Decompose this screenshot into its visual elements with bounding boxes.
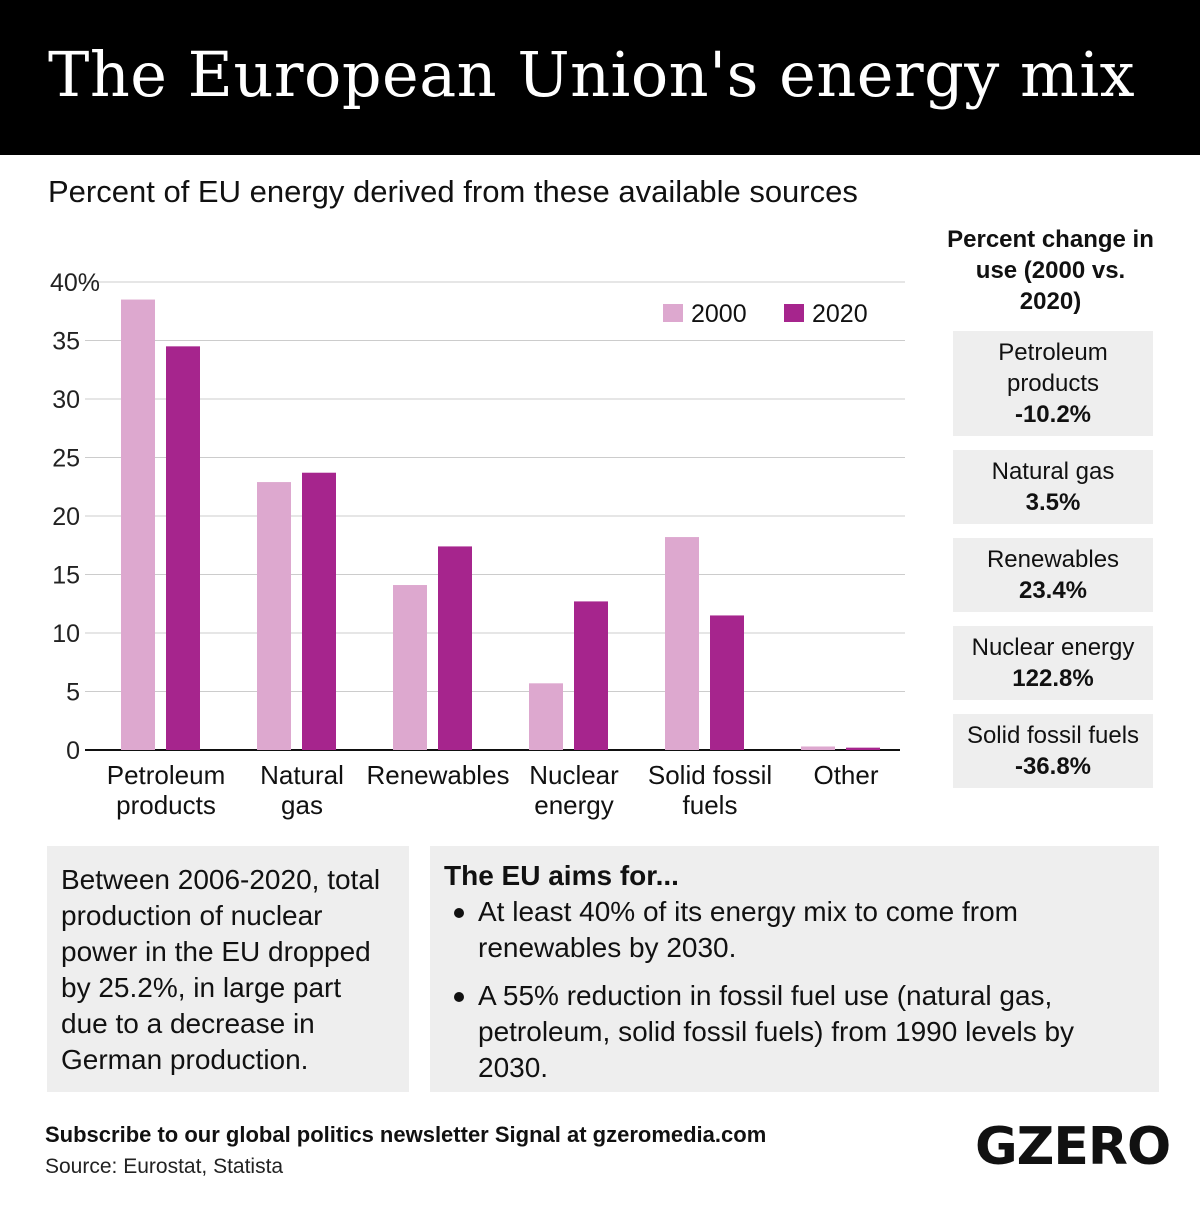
x-tick-label: Nuclear bbox=[529, 760, 619, 790]
x-tick-label: Petroleum bbox=[107, 760, 226, 790]
x-tick-label: gas bbox=[281, 790, 323, 820]
gzero-logo: GZERO bbox=[975, 1117, 1171, 1177]
legend-label: 2020 bbox=[812, 300, 868, 328]
page-title: The European Union's energy mix bbox=[48, 38, 1136, 111]
nuclear-note: Between 2006-2020, total production of n… bbox=[47, 846, 409, 1092]
bar-2000 bbox=[121, 299, 155, 750]
change-card-petroleum: Petroleum products -10.2% bbox=[953, 331, 1153, 436]
y-tick-label: 15 bbox=[52, 562, 80, 590]
source-text: Source: Eurostat, Statista bbox=[45, 1155, 284, 1178]
x-tick-label: fuels bbox=[683, 790, 738, 820]
aims-item: At least 40% of its energy mix to come f… bbox=[444, 894, 1145, 966]
y-tick-label: 30 bbox=[52, 386, 80, 414]
y-tick-label: 35 bbox=[52, 328, 80, 356]
legend-label: 2000 bbox=[691, 300, 747, 328]
y-tick-label: 25 bbox=[52, 445, 80, 473]
x-tick-label: Solid fossil bbox=[648, 760, 772, 790]
x-tick-label: Natural bbox=[260, 760, 344, 790]
x-tick-label: products bbox=[116, 790, 216, 820]
legend-swatch-2020 bbox=[784, 304, 804, 322]
y-tick-label: 5 bbox=[66, 679, 80, 707]
legend-swatch-2000 bbox=[663, 304, 683, 322]
subscribe-text: Subscribe to our global politics newslet… bbox=[45, 1122, 767, 1147]
bar-2020 bbox=[846, 747, 880, 750]
y-tick-label: 10 bbox=[52, 620, 80, 648]
change-value: 23.4% bbox=[1018, 577, 1088, 604]
bar-2000 bbox=[801, 746, 835, 750]
change-value: 122.8% bbox=[1012, 665, 1094, 692]
bar-2000 bbox=[665, 537, 699, 750]
bar-2000 bbox=[257, 482, 291, 750]
change-value: -36.8% bbox=[1014, 753, 1092, 780]
aims-item: A 55% reduction in fossil fuel use (natu… bbox=[444, 978, 1145, 1086]
y-tick-label: 0 bbox=[66, 737, 80, 765]
bar-2000 bbox=[529, 683, 563, 750]
change-value: -10.2% bbox=[1014, 401, 1092, 428]
eu-aims-box: The EU aims for... At least 40% of its e… bbox=[430, 846, 1159, 1092]
header: The European Union's energy mix bbox=[0, 0, 1200, 155]
change-card-solid: Solid fossil fuels -36.8% bbox=[953, 714, 1153, 788]
percent-change-title: Percent change in use (2000 vs. 2020) bbox=[947, 226, 1154, 315]
y-tick-label: 20 bbox=[52, 503, 80, 531]
bar-2000 bbox=[393, 585, 427, 750]
x-tick-label: energy bbox=[534, 790, 614, 820]
change-label: Petroleum products bbox=[998, 339, 1108, 397]
bar-2020 bbox=[438, 546, 472, 750]
aims-title: The EU aims for... bbox=[444, 860, 679, 891]
percent-change-panel: Percent change in use (2000 vs. 2020) Pe… bbox=[947, 224, 1154, 802]
change-value: 3.5% bbox=[1025, 489, 1081, 516]
x-tick-label: Other bbox=[813, 760, 878, 790]
bar-2020 bbox=[710, 615, 744, 750]
bar-2020 bbox=[574, 601, 608, 750]
change-label: Natural gas bbox=[991, 458, 1115, 485]
change-label: Solid fossil fuels bbox=[966, 722, 1140, 749]
change-card-renewables: Renewables 23.4% bbox=[953, 538, 1153, 612]
bar-2020 bbox=[166, 346, 200, 750]
bar-2020 bbox=[302, 472, 336, 750]
change-card-nuclear: Nuclear energy 122.8% bbox=[953, 626, 1153, 700]
change-label: Renewables bbox=[986, 546, 1120, 573]
chart-subtitle: Percent of EU energy derived from these … bbox=[48, 174, 858, 209]
x-tick-label: Renewables bbox=[366, 760, 509, 790]
y-tick-label: 40% bbox=[50, 269, 100, 297]
change-card-gas: Natural gas 3.5% bbox=[953, 450, 1153, 524]
change-label: Nuclear energy bbox=[971, 634, 1135, 661]
